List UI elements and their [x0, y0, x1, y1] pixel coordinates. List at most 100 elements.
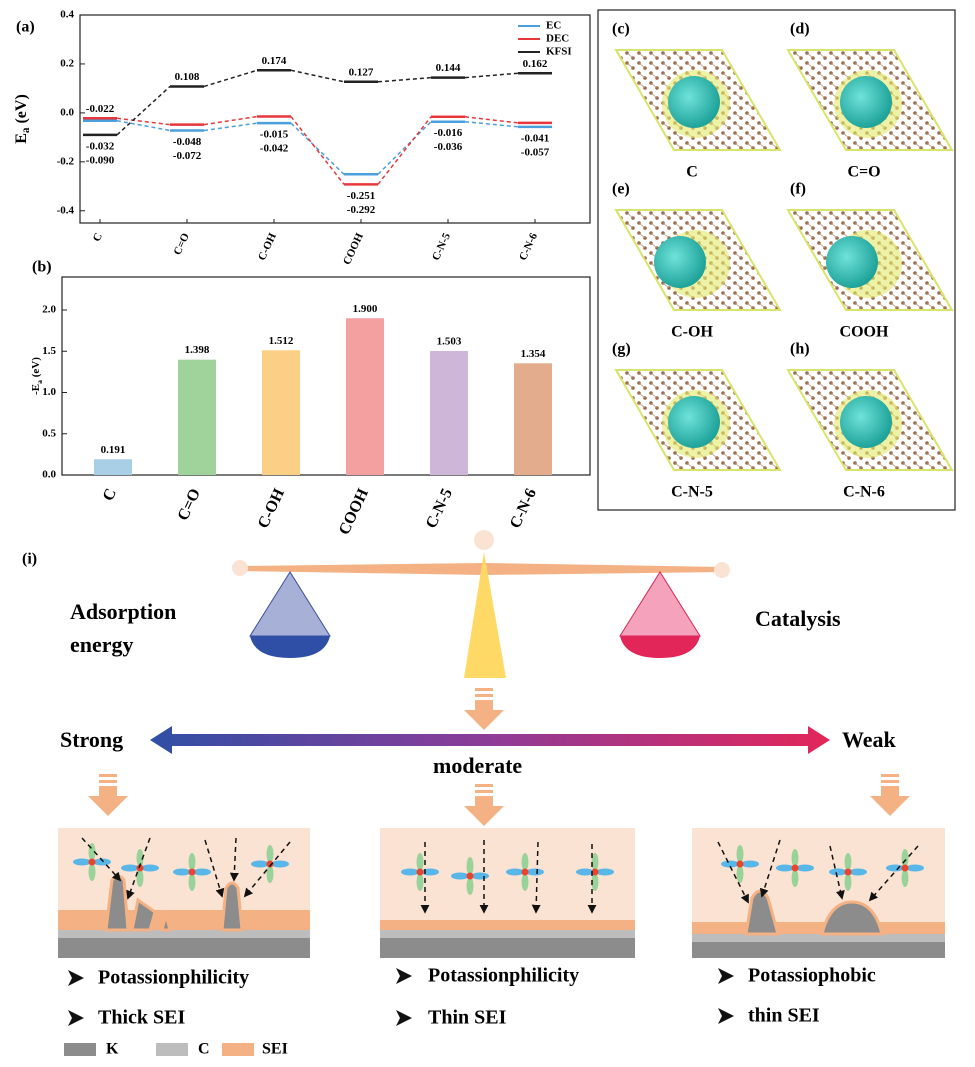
structure-caption: C-OH — [671, 324, 713, 341]
k-layer — [58, 938, 310, 958]
value-label: -0.251 — [347, 190, 375, 202]
left-text: energy — [70, 632, 134, 657]
value-label: 0.191 — [101, 444, 126, 456]
value-label: -0.015 — [260, 129, 289, 141]
legend-text: DEC — [546, 33, 569, 45]
ion-paths — [717, 839, 919, 904]
value-label: -0.090 — [86, 154, 115, 166]
panel-label: (g) — [612, 341, 631, 358]
value-label: 1.354 — [521, 348, 546, 360]
panel-label: (h) — [790, 341, 810, 358]
bar — [514, 363, 552, 475]
y-tick-label: -0.4 — [57, 204, 75, 216]
bullet-text: Potassiophobic — [748, 965, 876, 987]
value-label: 1.503 — [437, 336, 462, 348]
k-atom — [826, 236, 878, 288]
y-tick-label: 0.2 — [60, 57, 74, 69]
structure-caption: C — [686, 164, 698, 181]
legend-text: C — [198, 1041, 210, 1058]
value-label: -0.041 — [521, 132, 549, 144]
legend-swatch — [64, 1043, 96, 1056]
down-arrow — [464, 688, 504, 730]
x-tick-label: C=O — [172, 231, 193, 257]
y-tick-label: 1.0 — [42, 386, 56, 398]
x-tick-label: C — [100, 486, 120, 504]
y-axis-label-part: a — [35, 380, 44, 384]
value-label: -0.016 — [434, 127, 463, 139]
structure-caption: COOH — [840, 324, 889, 341]
k-atom — [654, 236, 706, 288]
connector — [377, 76, 432, 83]
connector — [377, 116, 432, 185]
scheme: (i) Adsorption energy Catalysis Strong W… — [22, 530, 945, 1058]
value-label: -0.057 — [521, 146, 550, 158]
right-pan-bottom — [620, 636, 700, 658]
c-layer — [58, 930, 310, 938]
value-label: -0.032 — [86, 140, 115, 152]
structure-caption: C-N-6 — [843, 484, 885, 501]
x-tick-label: C — [91, 231, 105, 243]
x-tick-label: C-N-6 — [517, 231, 540, 263]
ion-paths — [81, 837, 291, 900]
value-label: 1.398 — [185, 344, 210, 356]
connector — [464, 116, 519, 124]
down-arrow — [870, 774, 910, 816]
value-label: -0.048 — [173, 136, 202, 148]
pivot — [464, 552, 506, 678]
x-tick-label: C-N-5 — [430, 231, 453, 263]
left-pan — [249, 571, 331, 637]
beam — [240, 563, 722, 575]
y-tick-label: 1.5 — [42, 345, 56, 357]
connector — [116, 85, 171, 136]
value-label: -0.036 — [434, 141, 463, 153]
moderate-label: moderate — [433, 753, 522, 778]
right-text: Catalysis — [755, 606, 841, 631]
y-axis-label-part: (eV) — [30, 357, 42, 380]
pivot-top — [474, 530, 494, 550]
y-tick-label: 2.0 — [42, 304, 56, 316]
plot-frame — [61, 276, 591, 476]
k-atom — [840, 76, 892, 128]
value-label: 0.174 — [262, 55, 287, 67]
y-tick-label: -0.2 — [57, 155, 75, 167]
value-label: -0.072 — [173, 150, 202, 162]
bar — [262, 350, 300, 475]
sei-layer — [380, 920, 635, 930]
structure-caption: C-N-5 — [671, 484, 713, 501]
left-text: Adsorption — [70, 599, 176, 624]
strong-label: Strong — [60, 727, 123, 752]
panel-label: (e) — [612, 181, 630, 198]
panel-label: (b) — [32, 259, 52, 276]
beam-end — [714, 562, 730, 578]
connector — [377, 121, 432, 175]
connector — [203, 115, 258, 126]
sei-layer — [692, 922, 945, 934]
charts: -0.4 -0.2 0.0 0.2 0.4 C C=O C-OH COOH C-N-5 C-N-6 (… — [13, 9, 591, 538]
panel-label: (d) — [790, 21, 810, 38]
k-atom — [668, 76, 720, 128]
y-tick-label: 0.4 — [60, 9, 74, 21]
y-axis-label-part: -E — [30, 384, 42, 395]
bar — [430, 351, 468, 475]
x-tick-label: C-OH — [256, 231, 279, 263]
value-label: -0.292 — [347, 204, 376, 216]
legend-text: SEI — [262, 1041, 288, 1058]
connector — [464, 120, 519, 128]
ion-paths — [420, 840, 597, 914]
x-tick-label: C=O — [175, 486, 204, 523]
structure-panels: (c) C (d) C=O (e) C-OH (f) COOH (g) C-N-5 (h) C-N-6 — [612, 21, 954, 501]
x-tick-label: C-N-6 — [507, 486, 540, 531]
bar — [346, 318, 384, 475]
sei-layer — [58, 910, 310, 930]
y-axis-label: -Ea (eV) — [30, 357, 44, 395]
legend-text: EC — [546, 20, 561, 32]
y-tick-label: 0.0 — [60, 106, 74, 118]
k-layer — [380, 938, 635, 958]
plot-frame — [79, 14, 591, 224]
bullet-text: Thick SEI — [98, 1007, 185, 1029]
x-tick-label: C-N-5 — [423, 486, 456, 531]
y-axis-label-part: E — [13, 133, 30, 144]
k-atom — [840, 396, 892, 448]
gradient-arrow — [150, 726, 830, 754]
